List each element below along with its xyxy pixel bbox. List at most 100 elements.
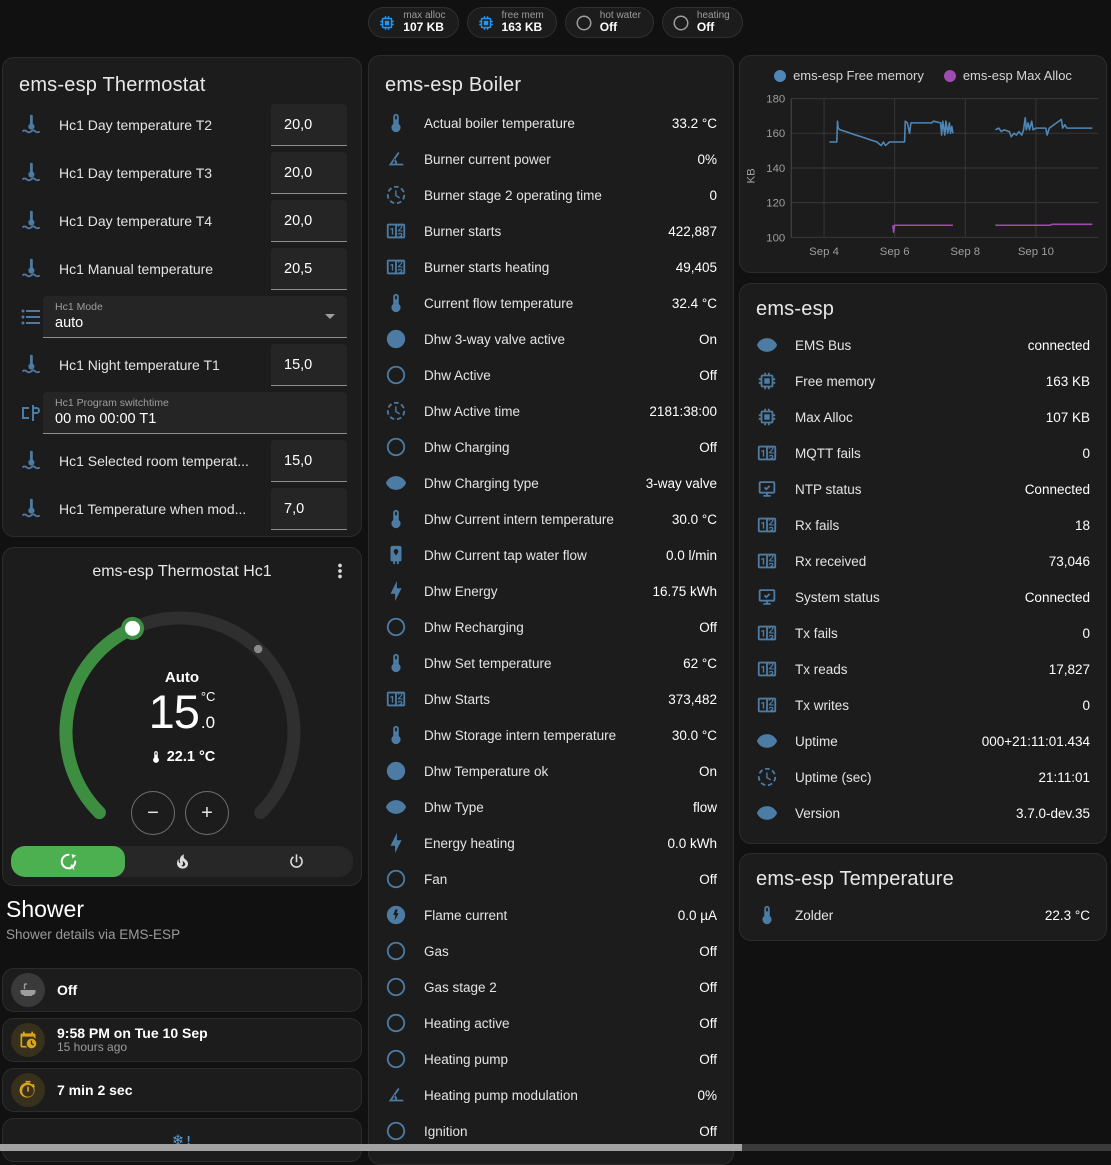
entity-row[interactable]: Dhw Starts 373,482 [369, 681, 733, 717]
badge-max-alloc[interactable]: max alloc 107 KB [368, 7, 459, 38]
number-entity-row: Hc1 Night temperature T1 15,0 [3, 341, 361, 389]
entity-row[interactable]: Dhw Temperature ok On [369, 753, 733, 789]
entity-row[interactable]: Uptime (sec) 21:11:01 [740, 759, 1106, 795]
number-input[interactable]: 20,5 [271, 248, 347, 290]
entity-row[interactable]: Max Alloc 107 KB [740, 399, 1106, 435]
entity-row[interactable]: Fan Off [369, 861, 733, 897]
dial-knob[interactable] [121, 616, 145, 640]
entity-row[interactable]: Dhw Current tap water flow 0.0 l/min [369, 537, 733, 573]
hvac-mode-heat-button[interactable] [125, 846, 239, 877]
entity-row[interactable]: Burner current power 0% [369, 141, 733, 177]
entity-row[interactable]: Burner starts 422,887 [369, 213, 733, 249]
badge-hot-water[interactable]: hot water Off [564, 7, 654, 38]
entity-name: Heating active [424, 1015, 510, 1031]
entity-row[interactable]: Dhw Active Off [369, 357, 733, 393]
entity-row[interactable]: Rx received 73,046 [740, 543, 1106, 579]
decrease-temperature-button[interactable]: − [131, 791, 175, 835]
hvac-mode-auto-button[interactable]: A [11, 846, 125, 877]
shower-item[interactable]: 9:58 PM on Tue 10 Sep 15 hours ago [2, 1018, 362, 1062]
shower-item[interactable]: 7 min 2 sec [2, 1068, 362, 1112]
entity-row[interactable]: Dhw 3-way valve active On [369, 321, 733, 357]
entity-row[interactable]: Dhw Charging Off [369, 429, 733, 465]
circle-outline-icon [385, 1048, 407, 1070]
entity-row[interactable]: Tx fails 0 [740, 615, 1106, 651]
timer-icon [18, 1080, 38, 1100]
entity-row[interactable]: NTP status Connected [740, 471, 1106, 507]
entity-row[interactable]: Burner stage 2 operating time 0 [369, 177, 733, 213]
horizontal-scrollbar-thumb[interactable] [0, 1144, 742, 1151]
entity-row[interactable]: Free memory 163 KB [740, 363, 1106, 399]
entity-row[interactable]: Dhw Energy 16.75 kWh [369, 573, 733, 609]
text-input[interactable]: Hc1 Program switchtime 00 mo 00:00 T1 [43, 392, 347, 434]
entity-row[interactable]: EMS Bus connected [740, 327, 1106, 363]
entity-row[interactable]: Dhw Active time 2181:38:00 [369, 393, 733, 429]
number-input[interactable]: 20,0 [271, 200, 347, 242]
entity-row[interactable]: Rx fails 18 [740, 507, 1106, 543]
x-tick-label: Sep 4 [809, 246, 839, 258]
entity-row[interactable]: Gas stage 2 Off [369, 969, 733, 1005]
increase-temperature-button[interactable]: + [185, 791, 229, 835]
entity-row[interactable]: Energy heating 0.0 kWh [369, 825, 733, 861]
entity-row[interactable]: Dhw Storage intern temperature 30.0 °C [369, 717, 733, 753]
counter-icon [756, 622, 778, 644]
entity-row[interactable]: Actual boiler temperature 33.2 °C [369, 105, 733, 141]
entity-value: Off [699, 1015, 717, 1031]
entity-row[interactable]: Dhw Recharging Off [369, 609, 733, 645]
number-input[interactable]: 20,0 [271, 104, 347, 146]
more-options-button[interactable] [329, 560, 351, 582]
entity-value: 0.0 kWh [667, 835, 717, 851]
entity-value: Connected [1024, 589, 1090, 605]
entity-row[interactable]: Tx writes 0 [740, 687, 1106, 723]
thermostat-dial[interactable] [52, 604, 308, 860]
number-input[interactable]: 20,0 [271, 152, 347, 194]
mode-select[interactable]: Hc1 Mode auto [43, 296, 347, 338]
number-entity-label: Hc1 Manual temperature [59, 261, 214, 277]
entity-row[interactable]: Current flow temperature 32.4 °C [369, 285, 733, 321]
badge-texts: heating Off [697, 10, 730, 35]
entity-value: flow [692, 799, 717, 815]
entity-row[interactable]: Heating pump Off [369, 1041, 733, 1077]
entity-row[interactable]: System status Connected [740, 579, 1106, 615]
card-title: ems-esp Temperature [756, 868, 954, 890]
entity-row[interactable]: Tx reads 17,827 [740, 651, 1106, 687]
badge-free-mem[interactable]: free mem 163 KB [466, 7, 557, 38]
entity-row[interactable]: Heating pump modulation 0% [369, 1077, 733, 1113]
entity-row[interactable]: Dhw Set temperature 62 °C [369, 645, 733, 681]
shower-item[interactable]: Off [2, 968, 362, 1012]
entity-row[interactable]: Ignition Off [369, 1113, 733, 1149]
entity-value: Connected [1024, 481, 1090, 497]
entity-name: Burner starts heating [424, 259, 550, 275]
flash-circle-icon [385, 904, 407, 926]
entity-row[interactable]: Heating active Off [369, 1005, 733, 1041]
number-input[interactable]: 7,0 [271, 488, 347, 530]
entity-row[interactable]: Zolder 22.3 °C [740, 897, 1106, 933]
entity-name: Dhw Current tap water flow [424, 547, 587, 563]
horizontal-scrollbar-track[interactable] [0, 1144, 1111, 1151]
entity-row[interactable]: Version 3.7.0-dev.35 [740, 795, 1106, 831]
temperature-rows: Zolder 22.3 °C [740, 897, 1106, 933]
number-input[interactable]: 15,0 [271, 344, 347, 386]
entity-name: Free memory [795, 373, 876, 389]
history-chart-card: 180 160 140 120 100 Sep 4 Sep 6 Sep 8 Sep 10 KB e… [739, 55, 1107, 273]
legend-item[interactable]: ems-esp Max Alloc [943, 68, 1072, 83]
entity-value: On [698, 331, 717, 347]
entity-name: Fan [424, 871, 448, 887]
entity-row[interactable]: MQTT fails 0 [740, 435, 1106, 471]
legend-item[interactable]: ems-esp Free memory [774, 68, 924, 83]
entity-value: 0 [1082, 625, 1090, 641]
entity-row[interactable]: Gas Off [369, 933, 733, 969]
entity-row[interactable]: Dhw Current intern temperature 30.0 °C [369, 501, 733, 537]
chip-icon [756, 370, 778, 392]
entity-row[interactable]: Burner starts heating 49,405 [369, 249, 733, 285]
number-input[interactable]: 15,0 [271, 440, 347, 482]
number-entity-label: Hc1 Day temperature T2 [59, 117, 213, 133]
entity-row[interactable]: Dhw Type flow [369, 789, 733, 825]
entity-row[interactable]: Dhw Charging type 3-way valve [369, 465, 733, 501]
entity-row[interactable]: Flame current 0.0 µA [369, 897, 733, 933]
shower-item[interactable]: ❄! [2, 1118, 362, 1162]
progress-clock-icon [385, 400, 407, 422]
badge-heating[interactable]: heating Off [661, 7, 743, 38]
circle-outline-icon [385, 868, 407, 890]
entity-row[interactable]: Uptime 000+21:11:01.434 [740, 723, 1106, 759]
hvac-mode-off-button[interactable] [239, 846, 353, 877]
